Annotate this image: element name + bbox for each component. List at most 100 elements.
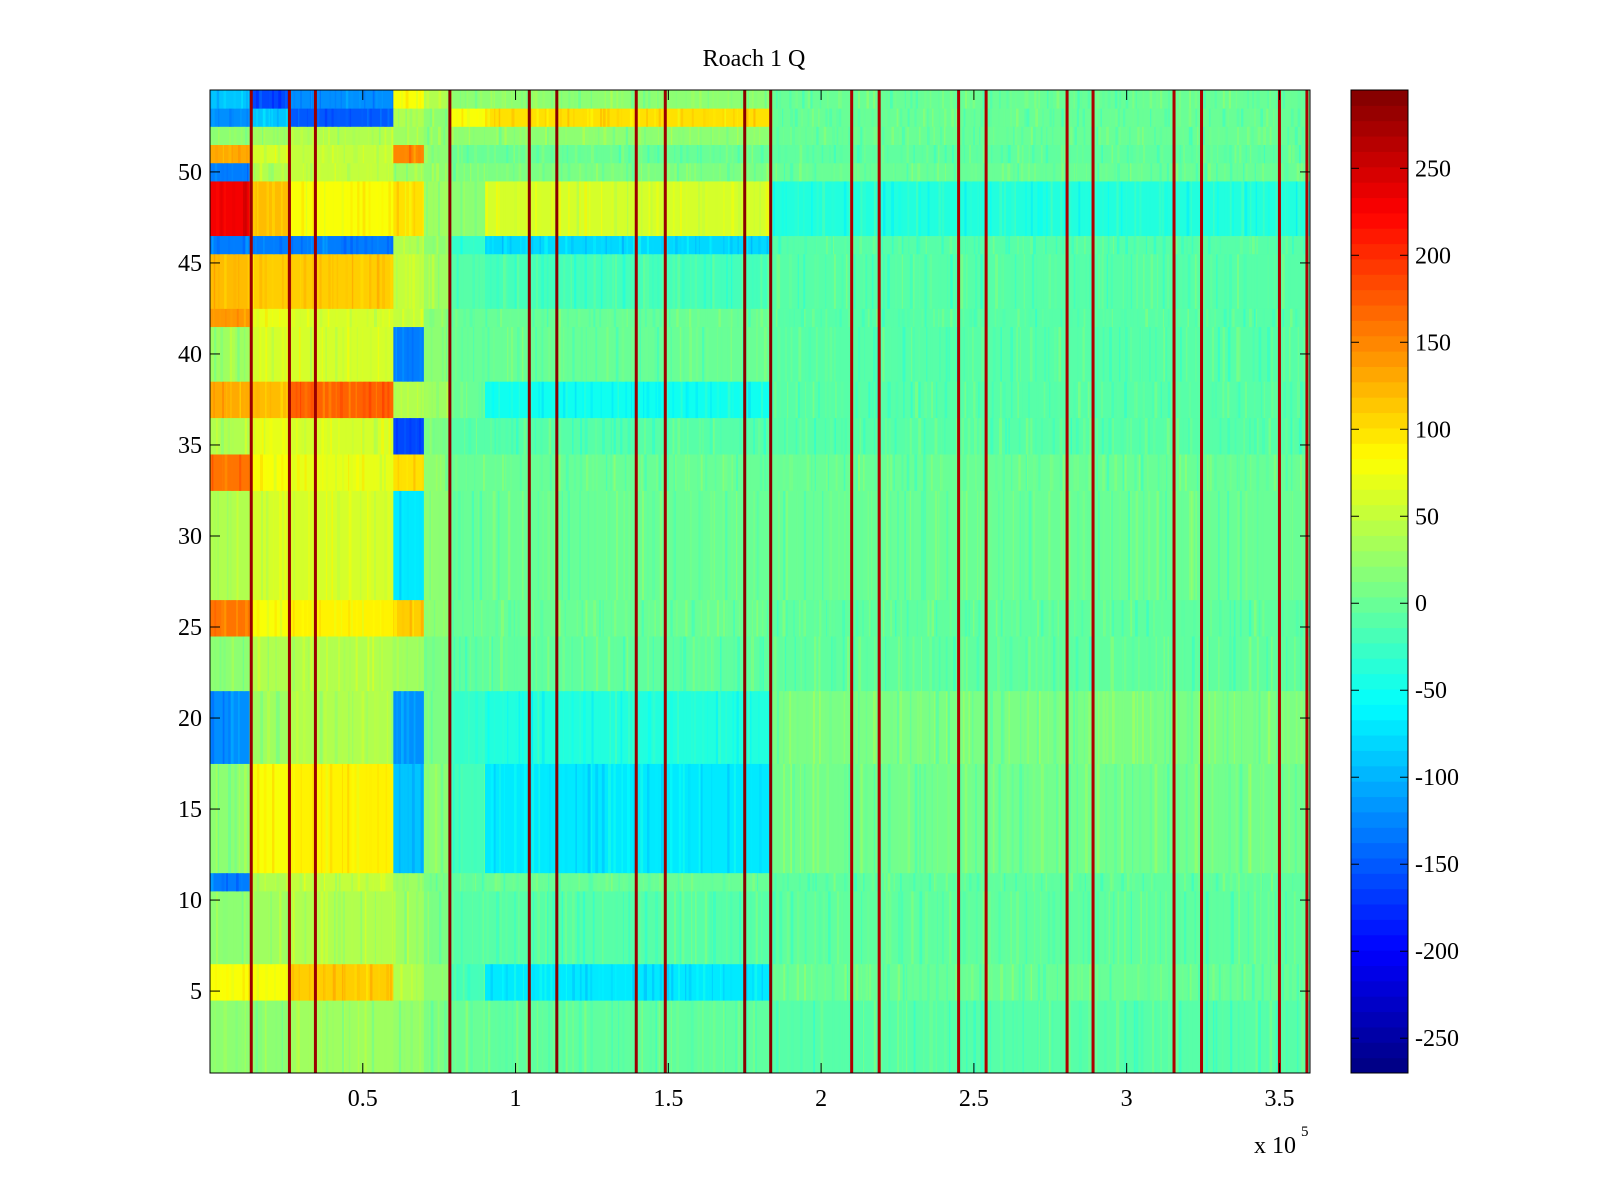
heatmap-texture (1004, 181, 1006, 237)
heatmap-texture (1106, 126, 1109, 146)
heatmap-texture (1050, 872, 1054, 892)
heatmap-texture (376, 162, 379, 182)
heatmap-texture (428, 599, 431, 637)
heatmap-cell (316, 181, 394, 237)
heatmap-texture (367, 253, 370, 309)
heatmap-cell (249, 599, 291, 637)
heatmap-texture (888, 417, 891, 455)
heatmap-texture (633, 763, 635, 874)
heatmap-texture (318, 181, 322, 237)
heatmap-texture (964, 181, 967, 237)
heatmap-cell (289, 417, 318, 455)
heatmap-texture (1150, 162, 1153, 182)
heatmap-texture (424, 144, 428, 164)
colorbar-band (1351, 243, 1408, 260)
heatmap-texture (1214, 308, 1216, 328)
heatmap-texture (426, 763, 430, 874)
heatmap-texture (384, 144, 387, 164)
heatmap-texture (763, 326, 767, 382)
heatmap-texture (621, 326, 625, 382)
heatmap-texture (1256, 636, 1259, 692)
heatmap-texture (844, 417, 847, 455)
heatmap-texture (443, 126, 446, 146)
heatmap-texture (773, 181, 775, 237)
heatmap-texture (490, 963, 493, 1001)
heatmap-texture (574, 144, 578, 164)
heatmap-texture (1255, 1000, 1258, 1073)
heatmap-texture (1035, 417, 1037, 455)
heatmap-texture (1287, 126, 1290, 146)
heatmap-texture (525, 162, 527, 182)
heatmap-texture (682, 763, 685, 874)
heatmap-texture (1286, 162, 1289, 182)
heatmap-cell-fill (249, 181, 291, 237)
heatmap-texture (796, 690, 799, 764)
heatmap-texture (1088, 181, 1090, 237)
heatmap-texture (794, 872, 797, 892)
heatmap-texture (1249, 454, 1252, 491)
heatmap-texture (360, 253, 364, 309)
heatmap-texture (908, 235, 910, 255)
heatmap-texture (1098, 963, 1101, 1001)
heatmap-texture (1275, 599, 1278, 637)
heatmap-texture (244, 417, 247, 455)
heatmap-texture (1283, 636, 1286, 692)
heatmap-texture (357, 181, 360, 237)
heatmap-texture (348, 599, 350, 637)
heatmap-texture (1006, 763, 1010, 874)
heatmap-texture (513, 126, 516, 146)
heatmap-texture (1045, 144, 1049, 164)
heatmap-texture (627, 181, 629, 237)
heatmap-texture (1195, 144, 1198, 164)
heatmap-texture (1137, 126, 1140, 146)
heatmap-texture (712, 126, 714, 146)
heatmap-texture (638, 235, 642, 255)
heatmap-texture (881, 144, 885, 164)
heatmap-cell (423, 763, 450, 874)
heatmap-texture (285, 636, 288, 692)
heatmap-texture (1101, 381, 1103, 419)
heatmap-texture (1274, 490, 1278, 601)
heatmap-cell (210, 963, 251, 1001)
heatmap-texture (255, 90, 259, 109)
heatmap-texture (1168, 963, 1171, 1001)
heatmap-texture (644, 963, 648, 1001)
heatmap-texture (338, 636, 340, 692)
heatmap-texture (311, 599, 314, 637)
heatmap-texture (1028, 308, 1032, 328)
heatmap-texture (1037, 181, 1040, 237)
heatmap-texture (293, 490, 296, 601)
heatmap-texture (779, 890, 783, 965)
heatmap-texture (1235, 90, 1237, 109)
heatmap-texture (356, 235, 359, 255)
heatmap-texture (1259, 763, 1262, 874)
heatmap-texture (242, 636, 245, 692)
heatmap-texture (580, 253, 583, 309)
heatmap-texture (723, 235, 725, 255)
heatmap-cell-fill (210, 90, 251, 109)
heatmap-texture (325, 235, 328, 255)
heatmap-texture (1093, 308, 1097, 328)
heatmap-texture (1237, 872, 1240, 892)
heatmap-texture (1146, 599, 1149, 637)
heatmap-texture (405, 90, 409, 109)
heatmap-texture (773, 963, 776, 1001)
heatmap-texture (325, 763, 329, 874)
heatmap-texture (1289, 326, 1291, 382)
colorbar-band (1351, 520, 1408, 536)
heatmap-texture (511, 108, 515, 127)
heatmap-texture (236, 599, 238, 637)
heatmap-texture (613, 636, 617, 692)
heatmap-texture (645, 326, 649, 382)
heatmap-texture (510, 454, 512, 491)
heatmap-texture (882, 326, 885, 382)
heatmap-cell-fill (772, 108, 1310, 127)
heatmap-texture (280, 381, 283, 419)
heatmap-texture (538, 763, 541, 874)
heatmap-cell-fill (393, 253, 425, 309)
heatmap-texture (690, 872, 694, 892)
colorbar-band (1351, 274, 1408, 291)
heatmap-texture (1166, 126, 1168, 146)
heatmap-texture (413, 454, 416, 491)
heatmap-texture (473, 763, 477, 874)
